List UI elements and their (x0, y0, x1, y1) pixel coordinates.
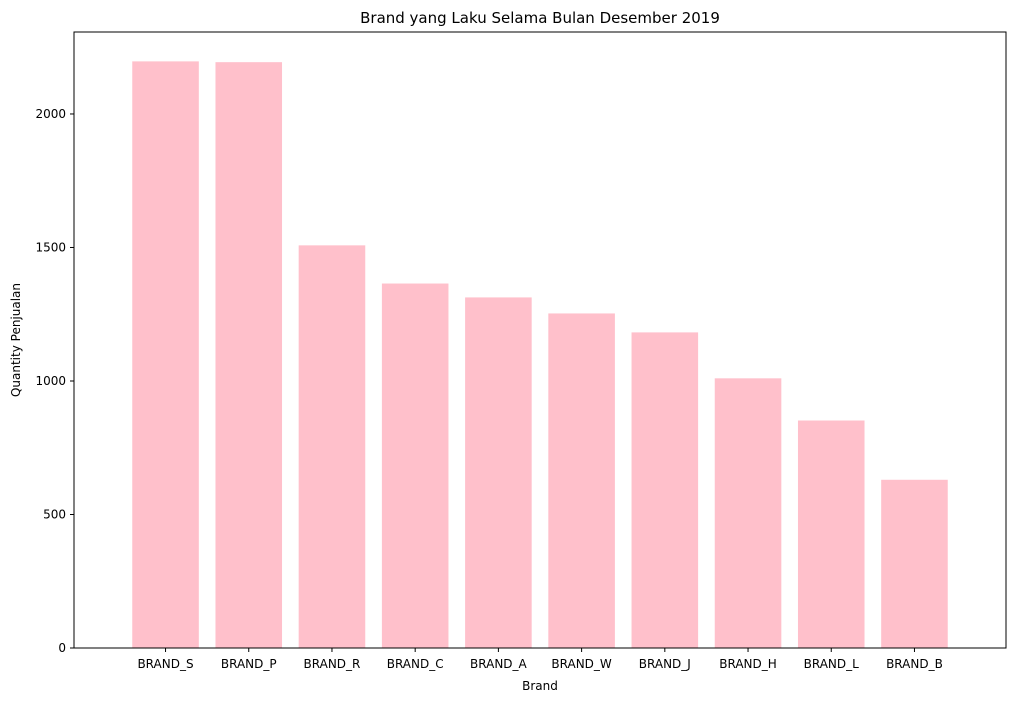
x-tick-label: BRAND_J (639, 657, 691, 671)
bar-brand-r (298, 245, 366, 648)
plot-frame (73, 31, 1007, 649)
x-axis-label: Brand (522, 679, 558, 693)
bar-brand-h (714, 378, 782, 648)
bar-brand-s (132, 61, 199, 649)
y-tick-label: 0 (58, 641, 66, 655)
bars-group (132, 61, 948, 649)
bar-brand-b (881, 479, 948, 648)
bar-brand-c (381, 283, 449, 648)
x-tick-label: BRAND_H (719, 657, 777, 671)
x-tick-label: BRAND_W (551, 657, 612, 671)
y-tick-label: 1000 (35, 374, 66, 388)
bar-brand-l (797, 420, 865, 648)
y-axis-ticks: 0 500 1000 1500 2000 (35, 107, 74, 655)
y-tick-label: 2000 (35, 107, 66, 121)
y-tick-label: 500 (43, 507, 66, 521)
bar-brand-j (631, 332, 699, 648)
x-tick-label: BRAND_S (137, 657, 193, 671)
x-axis-ticks: BRAND_S BRAND_P BRAND_R BRAND_C BRAND_A BRAND… (137, 648, 943, 671)
bar-brand-w (548, 313, 615, 648)
x-tick-label: BRAND_C (387, 657, 444, 671)
x-tick-label: BRAND_R (304, 657, 361, 671)
x-tick-label: BRAND_B (886, 657, 943, 671)
x-tick-label: BRAND_A (470, 657, 528, 671)
y-axis-label: Quantity Penjualan (9, 283, 23, 397)
x-tick-label: BRAND_P (221, 657, 277, 671)
chart-title: Brand yang Laku Selama Bulan Desember 20… (360, 9, 720, 27)
bar-brand-p (215, 62, 283, 648)
bar-brand-a (465, 297, 532, 648)
x-tick-label: BRAND_L (804, 657, 860, 671)
y-tick-label: 1500 (35, 240, 66, 254)
